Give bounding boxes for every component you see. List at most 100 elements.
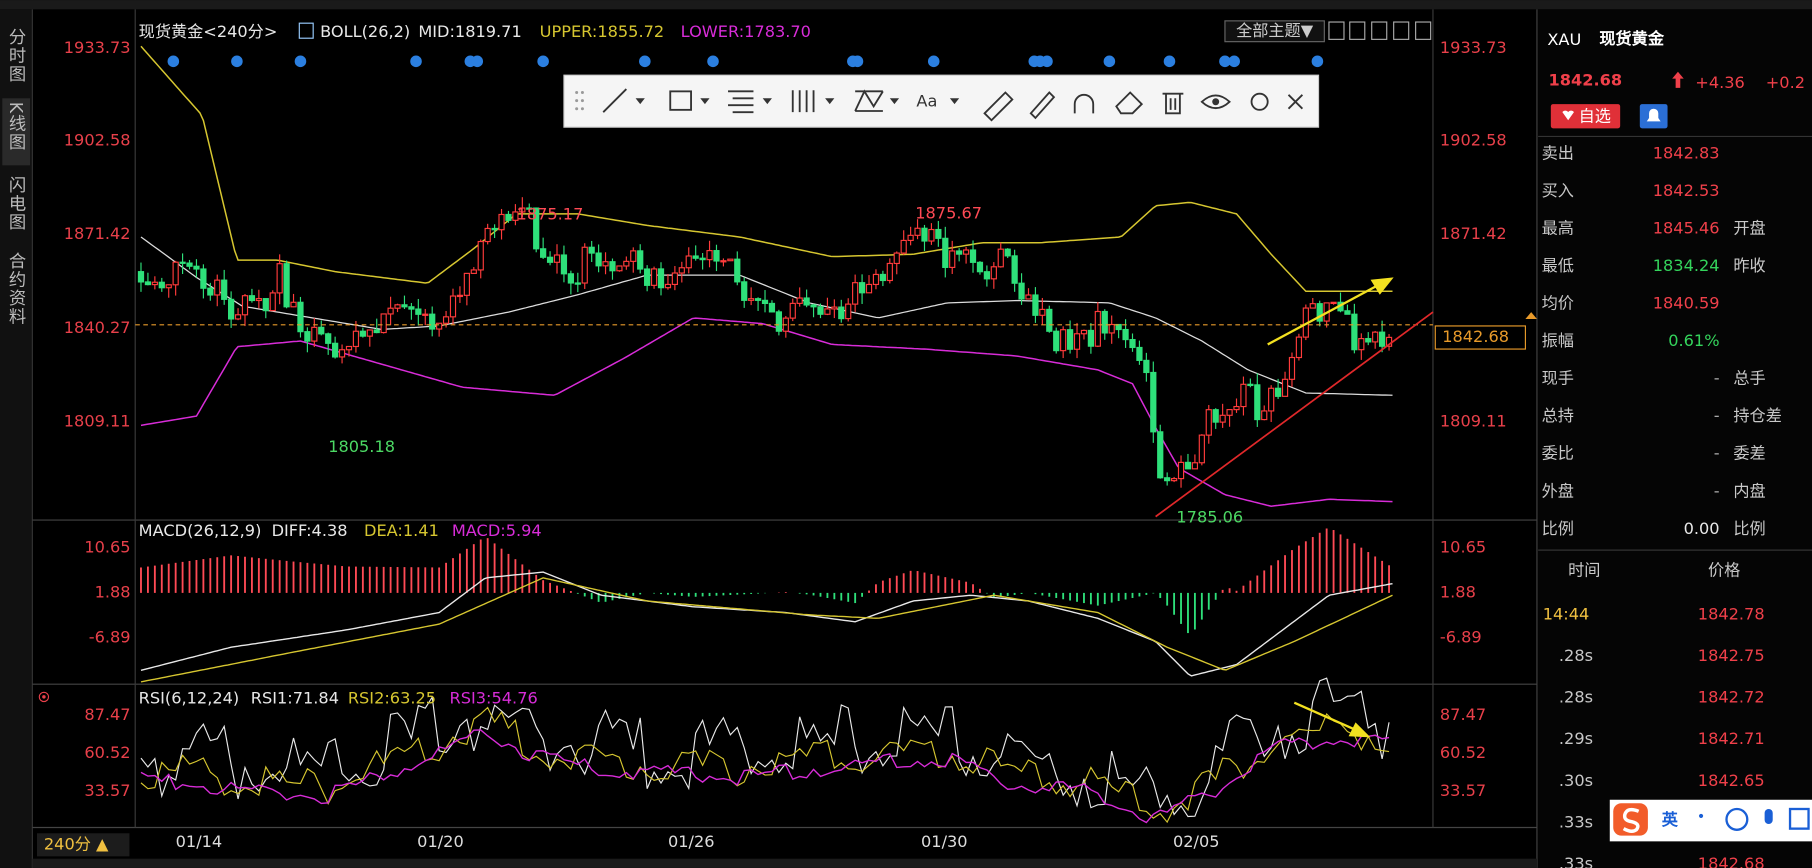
candle-body	[928, 228, 935, 242]
quote-label: 内盘	[1733, 481, 1765, 500]
tool-gann[interactable]	[791, 90, 815, 113]
candle-body	[650, 268, 658, 286]
candle-body	[1129, 339, 1136, 349]
candle-body	[865, 283, 873, 294]
axis-label: 1840.27	[64, 318, 131, 337]
quote-label: 买入	[1542, 181, 1574, 200]
candle-body	[976, 261, 984, 273]
candle-body	[1143, 359, 1150, 374]
tick-time: .30s	[1559, 771, 1593, 790]
dropdown	[635, 98, 645, 105]
candle-body	[602, 261, 609, 267]
candle-body	[463, 272, 470, 296]
candle-body	[949, 250, 956, 268]
candle-body	[692, 255, 699, 259]
candle-body	[1101, 310, 1108, 334]
rsi-name: RSI(6,12,24)	[139, 689, 240, 708]
tool-settings[interactable]	[1250, 92, 1269, 111]
rsi2-line	[140, 706, 1390, 824]
candle-body	[200, 268, 207, 289]
candle-body	[546, 256, 554, 263]
sidebar-tab[interactable]: 闪电图	[5, 176, 25, 231]
quote-value: -	[1714, 406, 1720, 425]
tool-ruler[interactable]	[983, 91, 1014, 122]
watch-button[interactable]	[1550, 104, 1621, 129]
date-label: 02/05	[1173, 832, 1220, 851]
tool-magnet[interactable]	[1073, 93, 1095, 114]
rsi-2: RSI2:63.25	[348, 689, 436, 708]
record-icon[interactable]	[38, 691, 50, 703]
tick-price: 1842.72	[1698, 688, 1765, 707]
arrow[interactable]	[1293, 701, 1355, 731]
sidebar-tab[interactable]: 分时图	[5, 28, 26, 83]
sidebar-tab[interactable]: K线图	[5, 102, 26, 152]
candle-body	[1212, 409, 1219, 423]
drawing-toolbar: Aa	[563, 74, 1320, 128]
ime-toolbox[interactable]	[1788, 807, 1810, 830]
heart-icon	[1562, 110, 1574, 121]
candle-body	[214, 279, 221, 296]
layout-icons[interactable]	[1328, 21, 1432, 40]
arrow[interactable]	[1267, 284, 1379, 346]
tool-fib[interactable]	[728, 90, 754, 114]
low-label: 1785.06	[1176, 507, 1243, 526]
quote-panel	[1538, 9, 1812, 868]
price-chart	[137, 45, 1393, 507]
candle-body	[1108, 323, 1115, 334]
candle-body	[1046, 308, 1053, 332]
candle-body	[186, 262, 193, 267]
candle-body	[234, 314, 242, 320]
sidebar-tab[interactable]: 合约资料	[5, 252, 26, 326]
axis-label: 60.52	[84, 743, 130, 762]
candle-body	[748, 298, 755, 301]
candle-body	[886, 262, 893, 282]
tool-close[interactable]	[1287, 94, 1304, 110]
trend-line[interactable]	[1155, 311, 1434, 518]
tool-line[interactable]	[602, 88, 627, 113]
candle-body	[1032, 294, 1039, 316]
quote-value: -	[1714, 444, 1720, 463]
ticks-header: 时间	[1568, 560, 1600, 579]
theme-button[interactable]	[1224, 20, 1325, 43]
candle-body	[540, 248, 547, 258]
ime-voice[interactable]	[1764, 808, 1773, 825]
tool-hide[interactable]	[1200, 94, 1231, 110]
candle-body	[1080, 329, 1088, 335]
candle-body	[179, 261, 186, 264]
candle-body	[1288, 356, 1296, 380]
quote-value: 0.00	[1684, 519, 1720, 538]
event-dot	[639, 55, 651, 68]
ime-punct[interactable]	[1698, 813, 1704, 819]
ime-bar: 英	[1609, 799, 1812, 842]
watch-label[interactable]: 自选	[1579, 106, 1611, 125]
candle-body	[706, 250, 713, 261]
tick-price: 1842.75	[1698, 646, 1765, 665]
candle-body	[318, 326, 325, 335]
tool-pattern[interactable]	[854, 89, 884, 112]
tool-rect[interactable]	[669, 90, 692, 111]
theme-button-label[interactable]: 全部主题▼	[1236, 21, 1314, 40]
candle-body	[311, 326, 318, 342]
tool-delete[interactable]	[1162, 92, 1184, 115]
candle-body	[151, 281, 158, 286]
tool-pen[interactable]	[1029, 91, 1056, 120]
tool-eraser[interactable]	[1115, 91, 1144, 115]
candle-body	[269, 292, 276, 312]
ime-emoji[interactable]	[1725, 807, 1749, 831]
dropdown	[889, 98, 900, 105]
boll-mid: MID:1819.71	[418, 22, 521, 41]
ime-lang[interactable]: 英	[1662, 810, 1679, 829]
candle-body	[193, 265, 200, 270]
candle-body	[1060, 329, 1067, 352]
price-marker	[1525, 312, 1537, 320]
period-label[interactable]: 240分 ▲	[44, 834, 109, 853]
axis-label: 1902.58	[64, 131, 131, 150]
period-button[interactable]	[36, 833, 130, 857]
candle-body	[373, 329, 380, 334]
current-price: 1842.68	[1442, 327, 1509, 346]
tool-text[interactable]: Aa	[916, 91, 937, 110]
candle-body	[415, 308, 422, 315]
candle-body	[512, 211, 519, 221]
candle-body	[248, 295, 256, 302]
